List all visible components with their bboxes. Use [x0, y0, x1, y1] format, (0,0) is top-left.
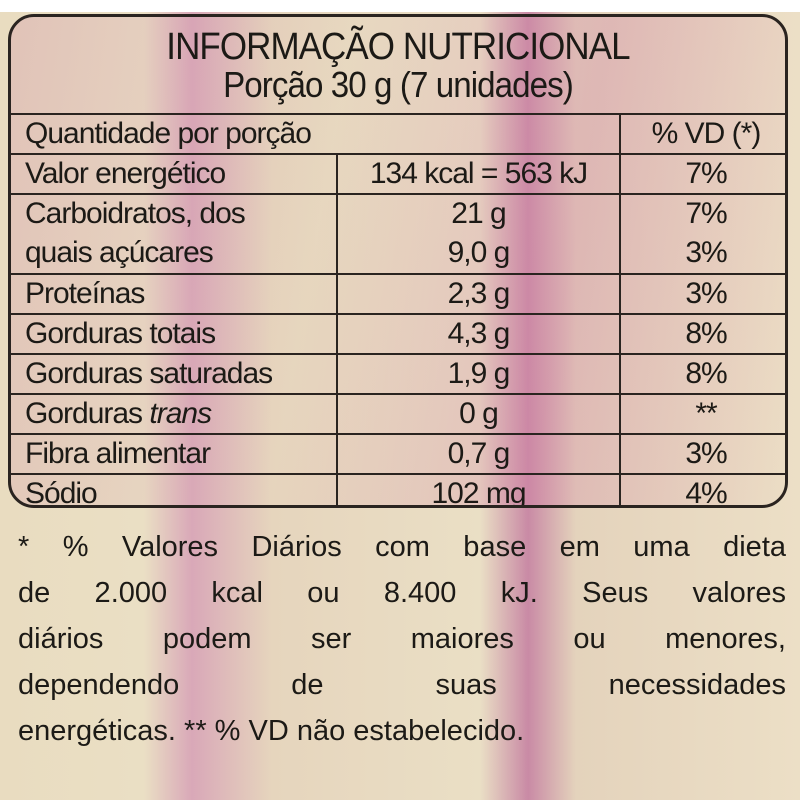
nutrient-name: Gorduras saturadas — [25, 357, 273, 390]
nutrient-name: Fibra alimentar — [25, 437, 211, 470]
footnote-line: energéticas. ** % VD não estabelecido. — [18, 715, 525, 747]
footnote: * % Valores Diários com base em uma diet… — [18, 524, 786, 754]
nutrient-amount: 21 g — [336, 195, 619, 233]
nutrient-name: Gorduras trans — [25, 395, 335, 433]
serving-size: Porção 30 g (7 unidades) — [223, 64, 574, 105]
nutrient-amount: 0 g — [336, 395, 619, 433]
nutrient-name-text: Gorduras — [25, 397, 143, 430]
nutrient-row: Sódio 102 mg 4% — [11, 473, 785, 508]
nutrient-dv: 8% — [619, 315, 785, 353]
nutrient-dv: 3% — [619, 435, 785, 473]
nutrient-amount: 1,9 g — [336, 355, 619, 393]
nutrient-row: Carboidratos, dos 21 g 7% — [11, 193, 785, 233]
nutrient-dv: 3% — [619, 275, 785, 313]
footnote-line: diários podem ser maiores ou menores, — [18, 623, 786, 655]
nutrient-amount: 102 mg — [336, 475, 619, 505]
nutrient-name: Sódio — [25, 477, 98, 508]
nutrient-dv: 8% — [619, 355, 785, 393]
nutrient-row: Gorduras saturadas 1,9 g 8% — [11, 353, 785, 393]
nutrition-table: INFORMAÇÃO NUTRICIONAL Porção 30 g (7 un… — [8, 14, 788, 508]
footnote-line: dependendo de suas necessidades — [18, 669, 786, 701]
nutrient-amount: 2,3 g — [336, 275, 619, 313]
footnote-line: de 2.000 kcal ou 8.400 kJ. Seus valores — [18, 577, 786, 609]
nutrient-amount: 134 kcal = 563 kJ — [336, 155, 619, 193]
nutrient-name: Carboidratos, dos — [25, 197, 246, 230]
top-border — [0, 0, 800, 12]
header-dv: % VD (*) — [619, 115, 785, 153]
nutrient-row: Proteínas 2,3 g 3% — [11, 273, 785, 313]
nutrient-dv: 7% — [619, 195, 785, 233]
nutrient-row: quais açúcares 9,0 g 3% — [11, 233, 785, 273]
footnote-line: * % Valores Diários com base em uma diet… — [18, 531, 786, 563]
nutrient-dv: 3% — [619, 233, 785, 273]
nutrient-row: Valor energético 134 kcal = 563 kJ 7% — [11, 153, 785, 193]
nutrient-name: Valor energético — [25, 157, 226, 190]
header-row: Quantidade por porção % VD (*) — [11, 113, 785, 153]
nutrient-dv: 7% — [619, 155, 785, 193]
nutrient-amount: 9,0 g — [336, 233, 619, 273]
nutrient-dv: 4% — [619, 475, 785, 505]
nutrient-name-italic: trans — [149, 397, 212, 430]
nutrient-dv: ** — [619, 395, 785, 433]
label-title: INFORMAÇÃO NUTRICIONAL — [166, 26, 630, 68]
nutrient-row: Gorduras trans 0 g ** — [11, 393, 785, 433]
nutrient-name: Proteínas — [25, 277, 145, 310]
nutrient-name: quais açúcares — [25, 236, 214, 269]
nutrient-amount: 0,7 g — [336, 435, 619, 473]
nutrient-amount: 4,3 g — [336, 315, 619, 353]
header-quantity: Quantidade por porção — [25, 117, 312, 150]
nutrient-row: Gorduras totais 4,3 g 8% — [11, 313, 785, 353]
nutrient-name: Gorduras totais — [25, 317, 216, 350]
nutrient-row: Fibra alimentar 0,7 g 3% — [11, 433, 785, 473]
